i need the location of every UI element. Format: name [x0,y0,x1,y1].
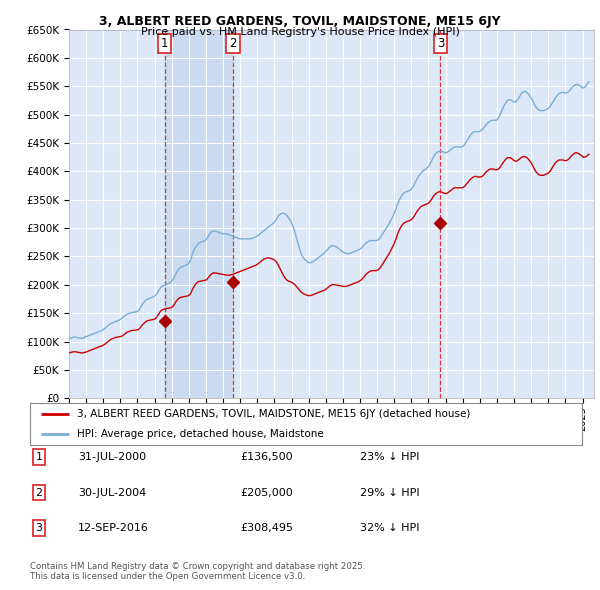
Text: 32% ↓ HPI: 32% ↓ HPI [360,523,419,533]
Text: 2: 2 [35,488,43,497]
Text: 29% ↓ HPI: 29% ↓ HPI [360,488,419,497]
Text: 3, ALBERT REED GARDENS, TOVIL, MAIDSTONE, ME15 6JY (detached house): 3, ALBERT REED GARDENS, TOVIL, MAIDSTONE… [77,409,470,419]
Text: HPI: Average price, detached house, Maidstone: HPI: Average price, detached house, Maid… [77,429,323,439]
Text: £205,000: £205,000 [240,488,293,497]
Text: 3: 3 [35,523,43,533]
Text: 30-JUL-2004: 30-JUL-2004 [78,488,146,497]
Text: Price paid vs. HM Land Registry's House Price Index (HPI): Price paid vs. HM Land Registry's House … [140,27,460,37]
Text: £308,495: £308,495 [240,523,293,533]
Bar [164,30,233,398]
Text: 31-JUL-2000: 31-JUL-2000 [78,453,146,462]
Text: 12-SEP-2016: 12-SEP-2016 [78,523,149,533]
Text: £136,500: £136,500 [240,453,293,462]
Text: 3, ALBERT REED GARDENS, TOVIL, MAIDSTONE, ME15 6JY: 3, ALBERT REED GARDENS, TOVIL, MAIDSTONE… [99,15,501,28]
Text: 3: 3 [437,37,444,50]
Text: 1: 1 [35,453,43,462]
Text: 23% ↓ HPI: 23% ↓ HPI [360,453,419,462]
Text: 1: 1 [161,37,168,50]
Text: Contains HM Land Registry data © Crown copyright and database right 2025.
This d: Contains HM Land Registry data © Crown c… [30,562,365,581]
Text: 2: 2 [229,37,237,50]
